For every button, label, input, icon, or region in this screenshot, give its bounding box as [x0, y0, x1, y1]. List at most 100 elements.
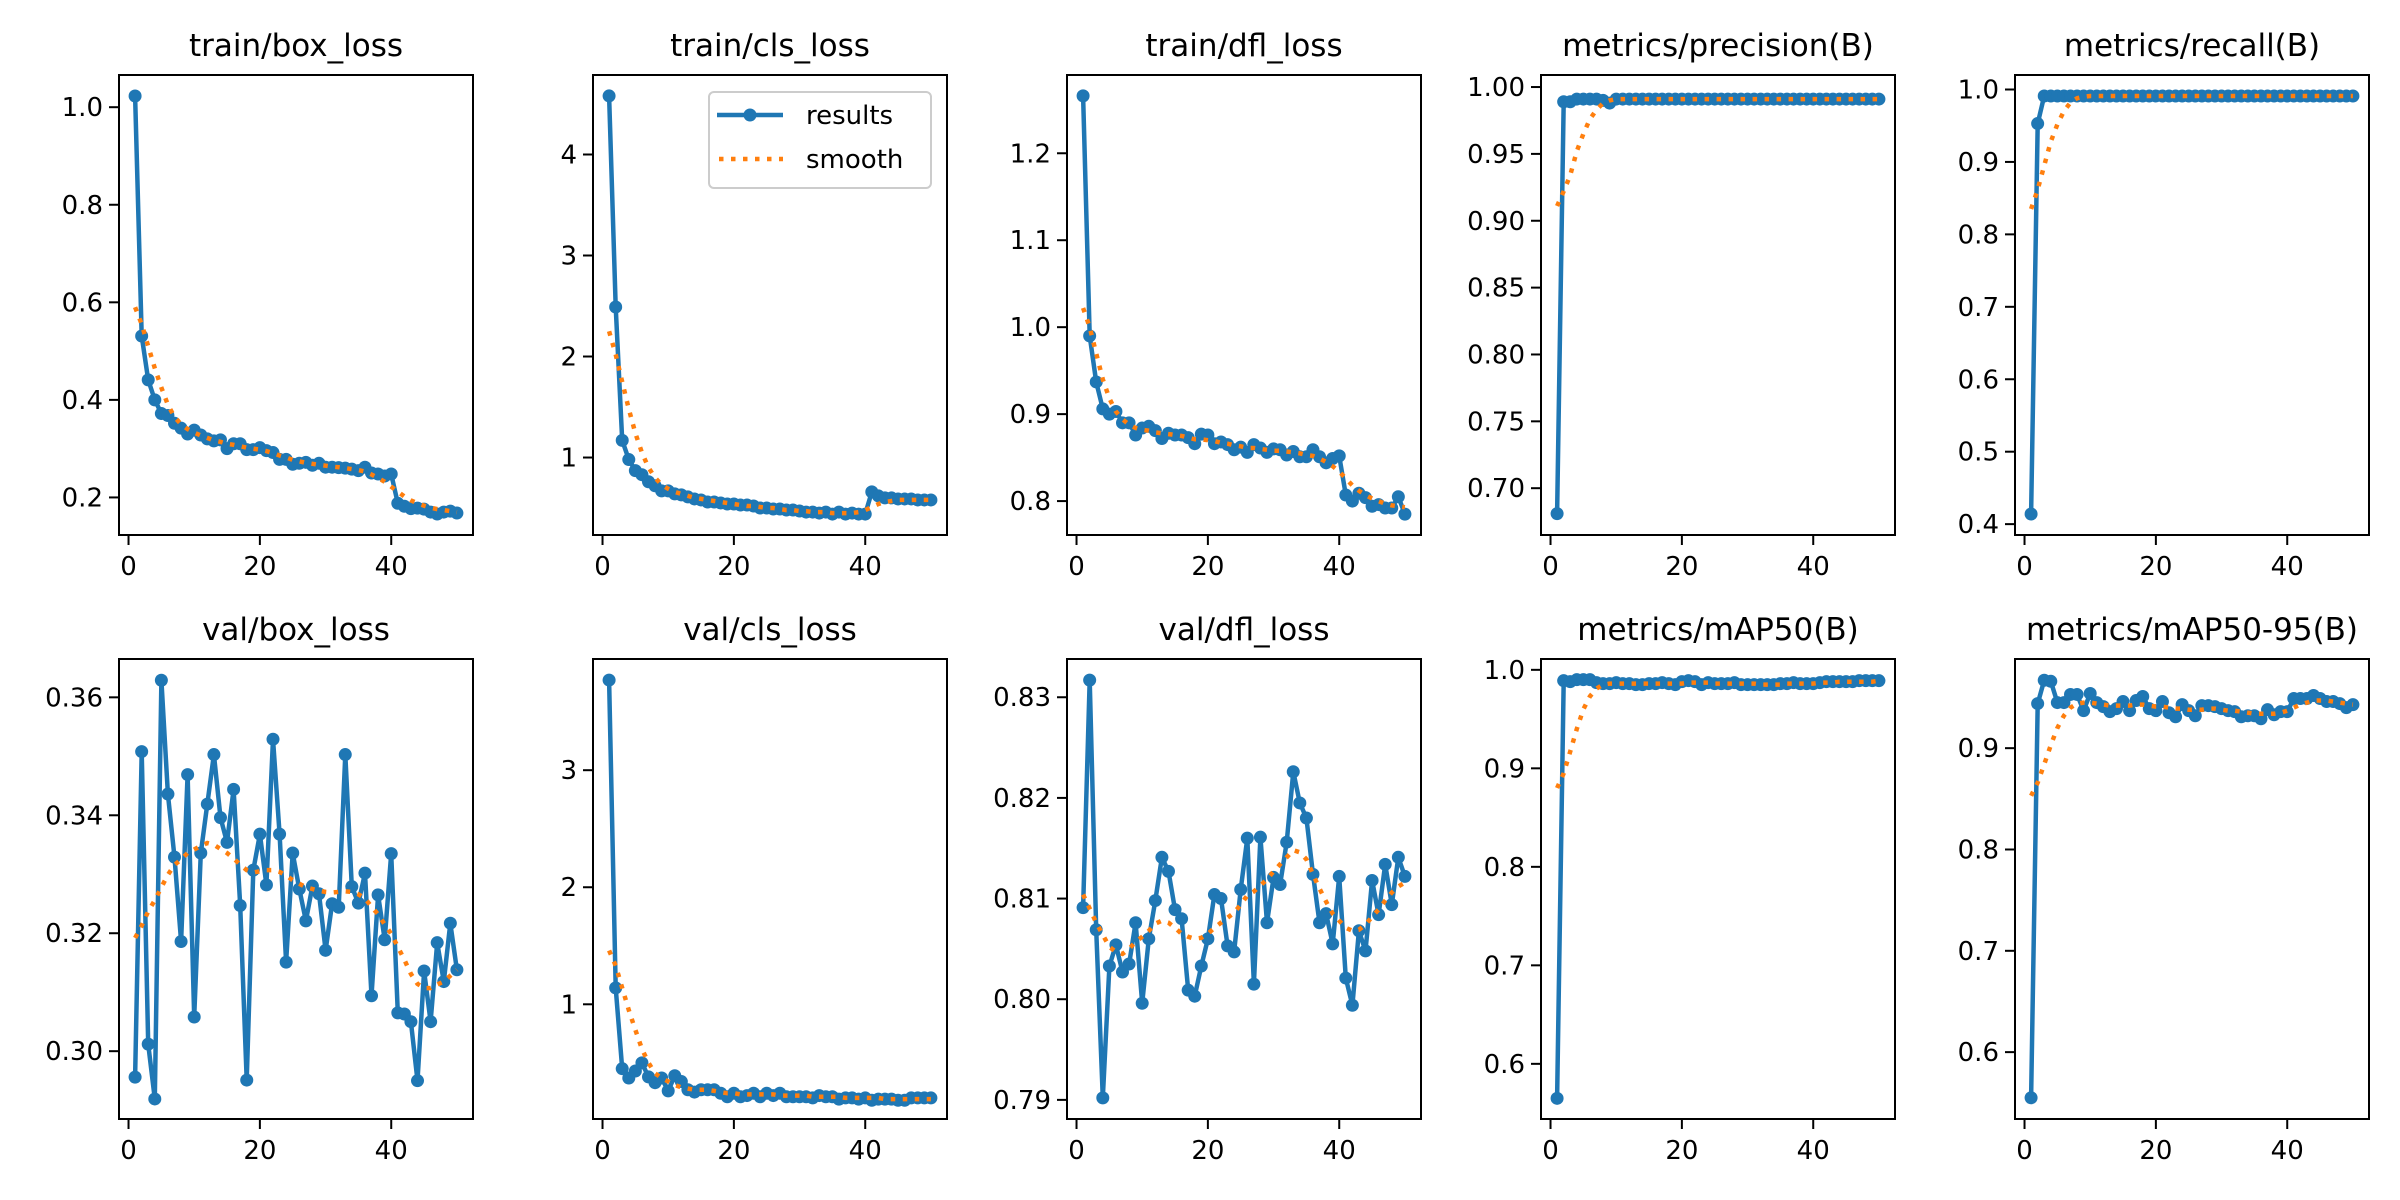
plot-area: [602, 89, 938, 521]
results-point: [1391, 490, 1405, 504]
results-point: [240, 1073, 254, 1087]
results-point: [167, 850, 181, 864]
results-point: [424, 1015, 438, 1029]
results-point: [141, 373, 155, 387]
results-point: [1550, 507, 1564, 521]
results-point: [1872, 674, 1886, 688]
y-tick-label: 1.0: [62, 93, 103, 123]
legend-results-label: results: [806, 101, 893, 131]
results-point: [351, 896, 365, 910]
x-tick-label: 20: [1665, 552, 1698, 582]
results-point: [365, 989, 379, 1003]
results-point: [273, 827, 287, 841]
results-point: [615, 433, 629, 447]
results-point: [1359, 944, 1373, 958]
results-point: [279, 955, 293, 969]
results-point: [154, 673, 168, 687]
results-point: [266, 732, 280, 746]
x-tick-label: 0: [1542, 1136, 1559, 1166]
results-point: [1234, 883, 1248, 897]
results-point: [1550, 1091, 1564, 1105]
results-point: [450, 506, 464, 520]
subplot-3: metrics/precision(B) 0 20 40 0.70 0.75 0.80 0.8…: [1467, 28, 1896, 582]
y-tick-label: 0.79: [993, 1086, 1051, 1116]
results-point: [2024, 507, 2038, 521]
results-point: [1339, 971, 1353, 985]
subplot-title: metrics/mAP50-95(B): [2026, 612, 2358, 648]
y-tick-label: 0.5: [1958, 438, 1999, 468]
results-point: [1345, 998, 1359, 1012]
results-point: [1332, 869, 1346, 883]
y-tick-label: 0.90: [1467, 207, 1525, 237]
x-tick-label: 20: [717, 1136, 750, 1166]
results-point: [1096, 1091, 1110, 1105]
results-point: [924, 493, 938, 507]
x-tick-label: 40: [2271, 552, 2304, 582]
axes-frame: [1540, 74, 1896, 536]
results-point: [1076, 89, 1090, 103]
results-point: [602, 89, 616, 103]
x-tick-label: 40: [849, 552, 882, 582]
results-point: [319, 943, 333, 957]
results-point: [2077, 704, 2091, 718]
x-tick-label: 0: [2016, 552, 2033, 582]
subplot-9: metrics/mAP50-95(B) 0 20 40 0.6 0.7 0.8 0.9: [1958, 612, 2370, 1166]
subplot-title: train/dfl_loss: [1145, 28, 1342, 64]
x-tick-label: 0: [2016, 1136, 2033, 1166]
subplot-title: val/box_loss: [202, 612, 390, 648]
results-point: [128, 1070, 142, 1084]
y-tick-label: 1.00: [1467, 73, 1525, 103]
plot-area: [1076, 89, 1412, 521]
subplot-title: metrics/mAP50(B): [1577, 612, 1858, 648]
subplot-1: train/cls_loss 0 20 40 1 2 3 4 results smooth: [560, 28, 948, 582]
y-tick-label: 3: [560, 756, 577, 786]
results-point: [1385, 898, 1399, 912]
smooth-line: [606, 330, 931, 516]
y-tick-label: 2: [560, 873, 577, 903]
results-point: [1076, 901, 1090, 915]
x-tick-label: 20: [2139, 552, 2172, 582]
legend: results smooth: [708, 91, 932, 189]
results-point: [609, 300, 623, 314]
y-tick-label: 0.7: [1958, 937, 1999, 967]
axes-frame: [1540, 658, 1896, 1120]
x-tick-label: 20: [1191, 552, 1224, 582]
results-point: [1398, 507, 1412, 521]
results-point: [450, 963, 464, 977]
y-tick-label: 0.6: [1958, 1038, 1999, 1068]
subplot-title: train/box_loss: [189, 28, 403, 64]
results-point: [1391, 850, 1405, 864]
results-point: [2083, 686, 2097, 700]
y-tick-label: 0.36: [45, 683, 103, 713]
axes-frame: [1066, 74, 1422, 536]
subplot-5: val/box_loss 0 20 40 0.30 0.32 0.34 0.36: [45, 612, 474, 1166]
y-tick-label: 1: [560, 444, 577, 474]
plot-area: [1550, 673, 1886, 1105]
y-tick-label: 0.4: [62, 386, 103, 416]
results-point: [338, 748, 352, 762]
plot-area: [128, 89, 464, 521]
y-tick-label: 1.0: [1484, 656, 1525, 686]
x-tick-label: 40: [1323, 552, 1356, 582]
results-point: [622, 453, 636, 467]
results-point: [1161, 864, 1175, 878]
y-tick-label: 0.8: [1958, 220, 1999, 250]
legend-smooth-label: smooth: [806, 145, 903, 175]
subplot-6: val/cls_loss 0 20 40 1 2 3: [560, 612, 948, 1166]
y-tick-label: 0.8: [62, 191, 103, 221]
x-tick-label: 0: [594, 1136, 611, 1166]
results-point: [2044, 674, 2058, 688]
subplot-title: val/cls_loss: [683, 612, 857, 648]
subplot-title: metrics/recall(B): [2064, 28, 2320, 64]
results-point: [259, 878, 273, 892]
y-tick-label: 1.0: [1958, 75, 1999, 105]
results-point: [148, 393, 162, 407]
plot-area: [128, 673, 464, 1106]
results-point: [1872, 92, 1886, 106]
y-tick-label: 0.80: [1467, 340, 1525, 370]
results-point: [602, 673, 616, 687]
results-point: [1240, 831, 1254, 845]
results-point: [1142, 932, 1156, 946]
